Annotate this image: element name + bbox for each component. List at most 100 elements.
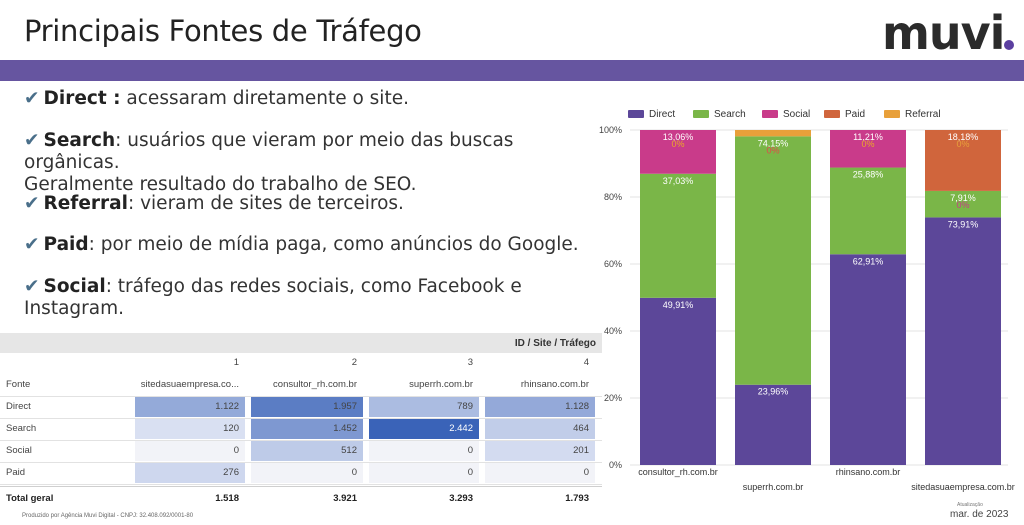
table-cell: 512 — [251, 441, 363, 461]
y-tick-label: 60% — [604, 259, 622, 269]
table-cell: 0 — [369, 463, 479, 483]
check-icon: ✔ — [24, 130, 40, 151]
bullet-paid: ✔ Paid: por meio de mídia paga, como anún… — [24, 234, 579, 256]
y-tick-label: 80% — [604, 192, 622, 202]
data-label: 13,06% — [663, 132, 694, 142]
row-label: Direct — [6, 401, 31, 412]
data-label: 73,91% — [948, 219, 979, 229]
data-label: 37,03% — [663, 176, 694, 186]
legend-swatch — [884, 110, 900, 119]
bar-segment-search[interactable] — [830, 167, 906, 255]
legend-label: Referral — [905, 109, 941, 120]
col-id: 2 — [351, 357, 357, 368]
check-icon: ✔ — [24, 276, 40, 297]
bullet-term: Search — [43, 130, 116, 151]
bar-segment-referral[interactable] — [735, 130, 811, 137]
check-icon: ✔ — [24, 234, 40, 255]
bullet-referral: ✔ Referral: vieram de sites de terceiros. — [24, 193, 404, 215]
data-label: 0% — [766, 145, 779, 155]
bullet-text: : tráfego das redes sociais, como Facebo… — [24, 276, 522, 319]
chart-svg: 0%20%40%60%80%100%49,91%37,03%13,06%0%0%… — [599, 125, 1015, 492]
total-value: 1.518 — [215, 493, 239, 504]
col-id: 1 — [233, 357, 239, 368]
row-label: Paid — [6, 467, 26, 478]
update-value: mar. de 2023 — [950, 509, 1009, 520]
footer-note: Produzido por Agência Muvi Digital - CNP… — [22, 513, 194, 519]
data-label: 0% — [766, 145, 779, 155]
divider — [0, 462, 602, 463]
x-tick-label: consultor_rh.com.br — [638, 467, 718, 477]
legend-swatch — [762, 110, 778, 119]
bullet-text: : usuários que vieram por meio das busca… — [24, 130, 514, 173]
bar-segment-direct[interactable] — [640, 297, 716, 465]
col-site[interactable]: superrh.com.br — [409, 379, 473, 390]
bullet-text: : vieram de sites de terceiros. — [127, 193, 404, 214]
row-label: Social — [6, 445, 32, 456]
col-id: 4 — [583, 357, 589, 368]
data-label: 23,96% — [758, 387, 789, 397]
legend-item[interactable]: Search — [693, 109, 746, 120]
col-id: 3 — [467, 357, 473, 368]
legend-label: Paid — [845, 109, 866, 120]
table-cell: 276 — [135, 463, 245, 483]
legend-swatch — [628, 110, 644, 119]
bar-segment-paid[interactable] — [925, 130, 1001, 191]
table-cell: 0 — [251, 463, 363, 483]
bar-segment-search[interactable] — [640, 173, 716, 298]
table-cell: 1.957 — [251, 397, 363, 417]
update-label: Atualização — [957, 502, 983, 508]
stacked-bar-chart: Direct Search Social Paid Referral 0% 20% 40% 6… — [598, 100, 1018, 500]
bar-segment-search[interactable] — [925, 190, 1001, 218]
table-cell: 0 — [485, 463, 595, 483]
data-label: 0% — [956, 139, 969, 149]
table-cell: 1.122 — [135, 397, 245, 417]
bullet-text: acessaram diretamente o site. — [120, 88, 409, 109]
traffic-table: ID / Site / Tráfego 1 2 3 4 Fonte siteda… — [0, 333, 602, 513]
x-tick-label: rhinsano.com.br — [836, 467, 901, 477]
col-site[interactable]: sitedasuaempresa.co... — [140, 379, 239, 390]
table-header-bar: ID / Site / Tráfego — [0, 333, 602, 353]
data-label: 0% — [861, 139, 874, 149]
data-label: 0% — [671, 139, 684, 149]
table-cell: 789 — [369, 397, 479, 417]
bar-segment-direct[interactable] — [925, 217, 1001, 465]
data-label: 0% — [956, 200, 969, 210]
legend-label: Direct — [649, 109, 676, 120]
col-site[interactable]: consultor_rh.com.br — [273, 379, 357, 390]
table-cell: 1.128 — [485, 397, 595, 417]
col-site[interactable]: rhinsano.com.br — [520, 379, 589, 390]
legend-item[interactable]: Referral — [884, 109, 941, 120]
data-label: 11,21% — [853, 132, 883, 142]
bullet-social: ✔ Social: tráfego das redes sociais, como… — [24, 276, 594, 320]
divider — [0, 486, 602, 487]
legend-label: Search — [714, 109, 746, 120]
data-label: 49,91% — [663, 300, 694, 310]
bar-segment-direct[interactable] — [830, 254, 906, 465]
y-tick-label: 100% — [599, 125, 622, 135]
bar-segment-social[interactable] — [830, 130, 906, 168]
table-cell: 0 — [135, 441, 245, 461]
row-label: Search — [6, 423, 37, 434]
table-header-title: ID / Site / Tráfego — [514, 338, 596, 349]
legend-swatch — [824, 110, 840, 119]
divider — [0, 396, 602, 397]
bullet-term: Paid — [43, 234, 89, 255]
bullet-search: ✔ Search: usuários que vieram por meio da… — [24, 130, 594, 196]
table-cell: 2.442 — [369, 419, 479, 439]
legend-item[interactable]: Paid — [824, 109, 865, 120]
check-icon: ✔ — [24, 193, 40, 214]
bar-segment-social[interactable] — [640, 130, 716, 174]
data-label: 0% — [861, 139, 874, 149]
data-label: 74,15% — [758, 138, 789, 148]
legend-item[interactable]: Direct — [628, 109, 675, 120]
legend-item[interactable]: Social — [762, 109, 810, 120]
bullet-term: Social — [43, 276, 106, 297]
data-label: 0% — [671, 139, 684, 149]
bar-segment-search[interactable] — [735, 136, 811, 385]
y-tick-label: 20% — [604, 393, 622, 403]
table-cell: 201 — [485, 441, 595, 461]
bar-segment-direct[interactable] — [735, 384, 811, 465]
total-value: 3.293 — [449, 493, 473, 504]
y-tick-label: 40% — [604, 326, 622, 336]
data-label: 18,18% — [948, 132, 979, 142]
